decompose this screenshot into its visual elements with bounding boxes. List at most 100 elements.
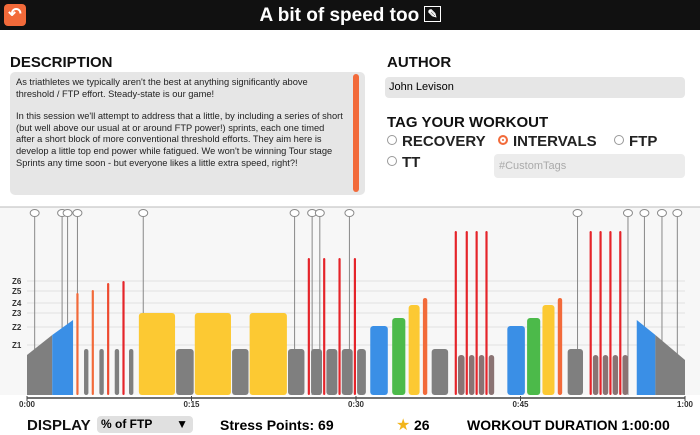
text-event-marker — [72, 209, 83, 217]
workout-block — [249, 313, 287, 395]
tag-label: INTERVALS — [513, 133, 597, 150]
tag-option[interactable]: INTERVALS — [498, 133, 597, 150]
workout-ramp — [655, 335, 685, 395]
header-bar — [0, 0, 700, 30]
workout-block — [567, 349, 584, 395]
zone-label: Z5 — [12, 287, 22, 296]
author-input[interactable]: John Levison — [385, 77, 685, 98]
tag-option[interactable]: TT — [387, 154, 420, 171]
x-tick-label: 0:00 — [19, 400, 36, 409]
workout-ramp — [636, 320, 656, 395]
workout-block — [341, 349, 353, 395]
text-event-marker — [622, 209, 633, 217]
star-count: 26 — [414, 417, 430, 433]
x-tick-label: 0:15 — [183, 400, 200, 409]
section-title: AUTHOR — [387, 54, 452, 71]
workout-block — [431, 349, 449, 395]
paragraph: In this session we'll attempt to address… — [16, 111, 343, 168]
workout-block — [232, 349, 249, 395]
workout-block — [465, 231, 468, 395]
workout-block — [422, 298, 428, 395]
workout-block — [622, 355, 628, 395]
workout-block — [457, 355, 465, 395]
radio[interactable] — [498, 135, 508, 145]
workout-block — [84, 349, 89, 395]
footer: DISPLAY % of FTP ▼ Stress Points: 69 ★ 26… — [0, 415, 700, 435]
radio[interactable] — [387, 156, 397, 166]
edit-icon[interactable]: ✎ — [424, 6, 441, 22]
workout-block — [353, 258, 356, 395]
radio[interactable] — [387, 135, 397, 145]
workout-block — [176, 349, 194, 395]
workout-block — [468, 355, 475, 395]
workout-block — [488, 355, 495, 395]
workout-block — [370, 326, 388, 395]
workout-block — [527, 318, 541, 395]
text-event-marker — [572, 209, 583, 217]
tag-label: RECOVERY — [402, 133, 486, 150]
x-tick-label: 0:45 — [512, 400, 529, 409]
description-text: As triathletes we typically aren't the b… — [10, 72, 365, 169]
header-title: A bit of speed too ✎ — [0, 5, 700, 27]
tag-label: FTP — [629, 133, 658, 150]
workout-block — [338, 258, 341, 395]
paragraph: As triathletes we typically aren't the b… — [16, 77, 308, 99]
workout-block — [602, 355, 609, 395]
workout-block — [454, 231, 457, 395]
zone-label: Z2 — [12, 323, 22, 332]
radio[interactable] — [614, 135, 624, 145]
workout-block — [609, 231, 612, 395]
workout-block — [307, 258, 310, 395]
workout-block — [485, 231, 488, 395]
text-event-marker — [138, 209, 149, 217]
workout-block — [122, 281, 125, 395]
dropdown-value: % of FTP — [101, 417, 153, 431]
workout-block — [392, 318, 406, 395]
stress-points: Stress Points: 69 — [220, 417, 334, 433]
display-dropdown[interactable]: % of FTP ▼ — [97, 416, 193, 433]
text-event-marker — [289, 209, 300, 217]
workout-block — [542, 305, 555, 395]
text-event-marker — [62, 209, 73, 217]
workout-block — [589, 231, 592, 395]
zone-label: Z1 — [12, 341, 22, 350]
workout-block — [99, 349, 104, 395]
workout-block — [194, 313, 231, 395]
workout-block — [311, 349, 323, 395]
description-box[interactable]: As triathletes we typically aren't the b… — [10, 72, 365, 195]
workout-block — [114, 349, 120, 395]
workout-duration: WORKOUT DURATION 1:00:00 — [467, 417, 670, 433]
workout-block — [507, 326, 525, 395]
custom-tags-input[interactable]: #CustomTags — [494, 154, 685, 178]
text-event-marker — [639, 209, 650, 217]
workout-block — [557, 298, 563, 395]
tag-option[interactable]: FTP — [614, 133, 657, 150]
workout-block — [619, 231, 622, 395]
workout-block — [91, 290, 94, 395]
workout-block — [612, 355, 619, 395]
tag-option[interactable]: RECOVERY — [387, 133, 486, 150]
workout-block — [107, 283, 110, 395]
workout-block — [326, 349, 338, 395]
zone-label: Z6 — [12, 277, 22, 286]
tag-label: TT — [402, 154, 421, 171]
workout-block — [357, 349, 366, 395]
workout-block — [475, 231, 478, 395]
workout-block — [138, 313, 176, 395]
workout-block — [323, 258, 326, 395]
section-title: TAG YOUR WORKOUT — [387, 114, 549, 131]
text-event-marker — [672, 209, 683, 217]
text-event-marker — [29, 209, 40, 217]
x-tick-label: 0:30 — [348, 400, 365, 409]
scrollbar[interactable] — [353, 74, 359, 192]
text-event-marker — [314, 209, 325, 217]
zone-label: Z4 — [12, 299, 22, 308]
workout-block — [478, 355, 485, 395]
zone-label: Z3 — [12, 309, 22, 318]
x-tick-label: 1:00 — [677, 400, 694, 409]
workout-block — [408, 305, 420, 395]
display-label: DISPLAY — [27, 417, 91, 434]
back-button[interactable]: ↶ — [4, 4, 26, 26]
text-event-marker — [656, 209, 667, 217]
